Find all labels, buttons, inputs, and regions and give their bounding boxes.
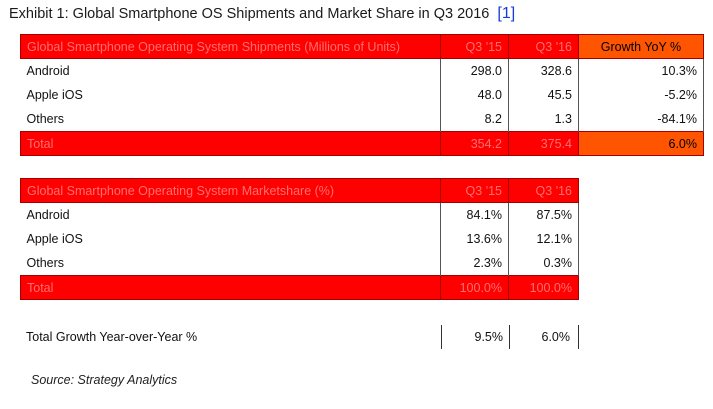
os-name: Others xyxy=(20,107,441,132)
total-q3-15: 100.0% xyxy=(440,275,509,300)
table-row: Others 2.3% 0.3% xyxy=(20,251,579,276)
table-row: Apple iOS 48.0 45.5 -5.2% xyxy=(20,83,704,107)
marketshare-header-label: Global Smartphone Operating System Marke… xyxy=(20,178,441,203)
value-q3-16: 12.1% xyxy=(508,227,579,251)
os-name: Android xyxy=(20,202,441,227)
shipments-table: Global Smartphone Operating System Shipm… xyxy=(20,34,704,156)
total-q3-16: 375.4 xyxy=(508,131,579,156)
value-q3-15: 2.3% xyxy=(440,251,509,276)
total-label: Total xyxy=(20,131,441,156)
value-q3-15: 8.2 xyxy=(440,107,509,132)
value-q3-15: 13.6% xyxy=(440,227,509,251)
value-q3-16: 45.5 xyxy=(508,83,579,107)
shipments-header-q3-15: Q3 '15 xyxy=(440,34,509,59)
os-name: Android xyxy=(20,58,441,83)
marketshare-total-row: Total 100.0% 100.0% xyxy=(20,275,579,300)
shipments-header-row: Global Smartphone Operating System Shipm… xyxy=(20,34,704,59)
total-growth-q3-16: 6.0% xyxy=(509,325,579,349)
os-name: Others xyxy=(20,251,441,276)
total-q3-15: 354.2 xyxy=(440,131,509,156)
os-name: Apple iOS xyxy=(20,227,441,251)
value-growth: 10.3% xyxy=(578,58,704,83)
total-q3-16: 100.0% xyxy=(508,275,579,300)
shipments-header-growth: Growth YoY % xyxy=(578,34,704,59)
total-growth: 6.0% xyxy=(578,131,704,156)
table-row: Android 84.1% 87.5% xyxy=(20,202,579,227)
table-row: Android 298.0 328.6 10.3% xyxy=(20,58,704,83)
value-q3-16: 1.3 xyxy=(508,107,579,132)
exhibit-title: Exhibit 1: Global Smartphone OS Shipment… xyxy=(9,5,515,23)
value-growth: -84.1% xyxy=(578,107,704,132)
os-name: Apple iOS xyxy=(20,83,441,107)
shipments-header-label: Global Smartphone Operating System Shipm… xyxy=(20,34,441,59)
value-q3-15: 48.0 xyxy=(440,83,509,107)
exhibit-title-text: Exhibit 1: Global Smartphone OS Shipment… xyxy=(9,6,490,22)
total-growth-row: Total Growth Year-over-Year % 9.5% 6.0% xyxy=(20,325,580,349)
value-growth: -5.2% xyxy=(578,83,704,107)
shipments-header-q3-16: Q3 '16 xyxy=(508,34,579,59)
source-note: Source: Strategy Analytics xyxy=(31,373,178,387)
reference-link[interactable]: [1] xyxy=(497,5,516,22)
table-row: Apple iOS 13.6% 12.1% xyxy=(20,227,579,251)
value-q3-15: 84.1% xyxy=(440,202,509,227)
value-q3-16: 328.6 xyxy=(508,58,579,83)
total-growth-q3-15: 9.5% xyxy=(441,325,509,349)
total-growth-label: Total Growth Year-over-Year % xyxy=(26,330,198,344)
value-q3-16: 87.5% xyxy=(508,202,579,227)
value-q3-15: 298.0 xyxy=(440,58,509,83)
value-q3-16: 0.3% xyxy=(508,251,579,276)
marketshare-header-q3-15: Q3 '15 xyxy=(440,178,509,203)
marketshare-header-row: Global Smartphone Operating System Marke… xyxy=(20,178,579,203)
marketshare-header-q3-16: Q3 '16 xyxy=(508,178,579,203)
total-label: Total xyxy=(20,275,441,300)
shipments-total-row: Total 354.2 375.4 6.0% xyxy=(20,131,704,156)
marketshare-table: Global Smartphone Operating System Marke… xyxy=(20,178,579,300)
table-row: Others 8.2 1.3 -84.1% xyxy=(20,107,704,132)
